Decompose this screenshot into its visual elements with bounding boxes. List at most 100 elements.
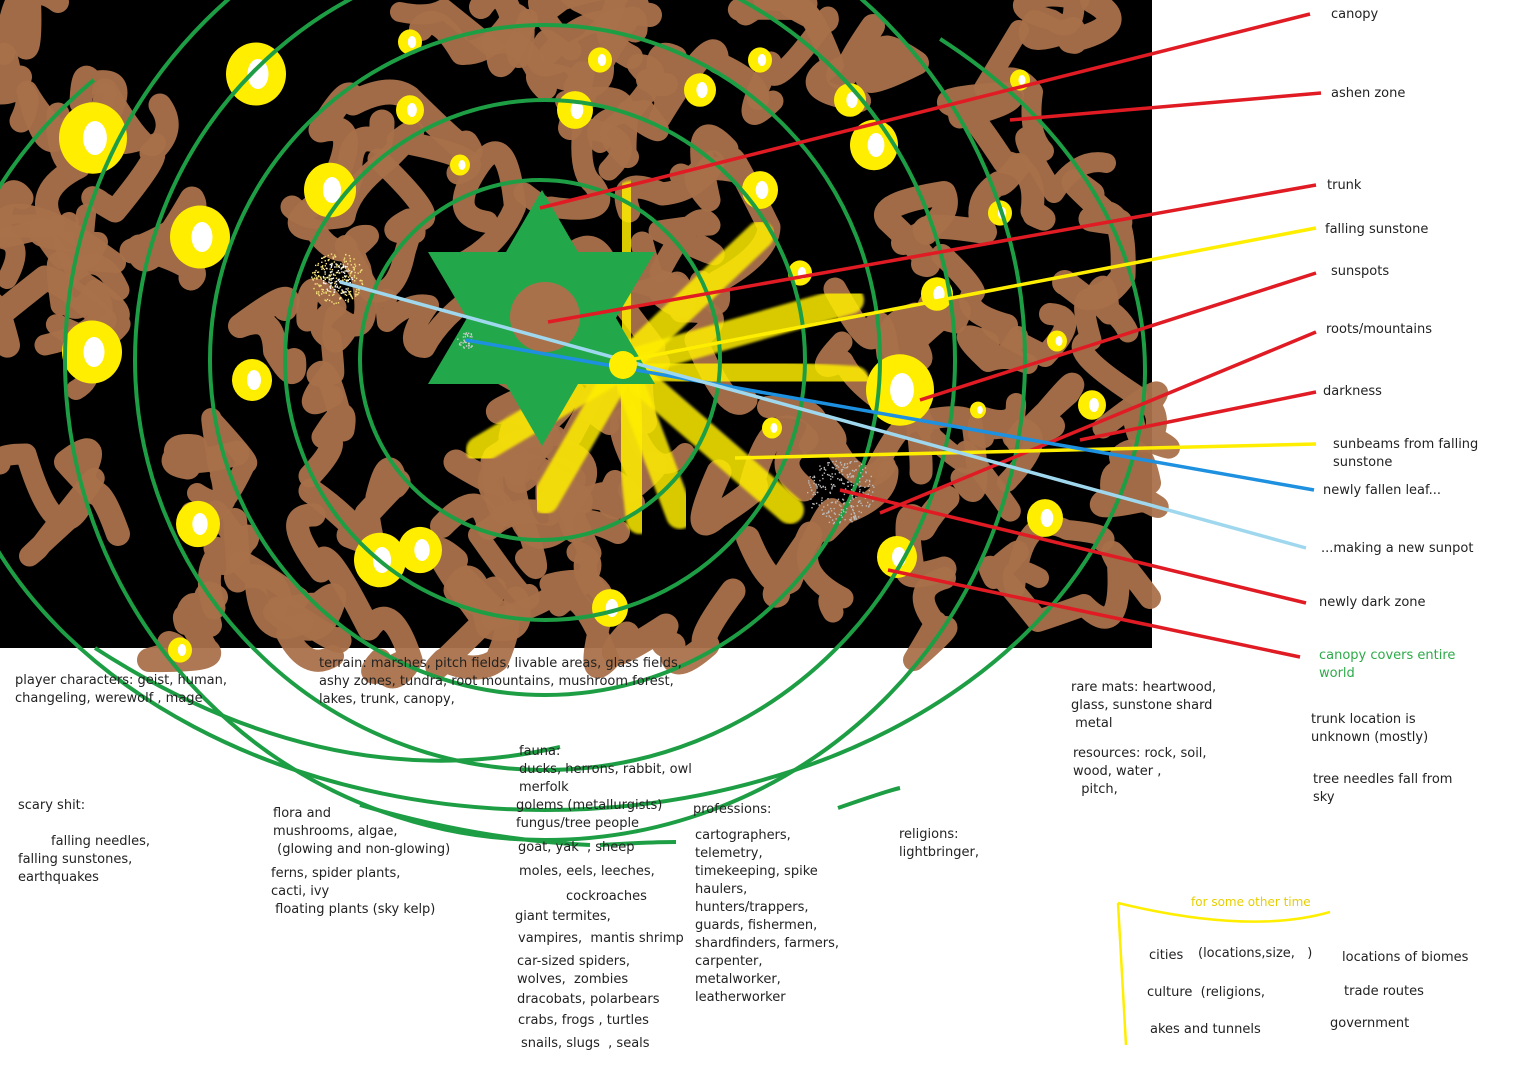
label-newly-dark-zone: newly dark zone xyxy=(1319,595,1426,610)
dark-zone-speck xyxy=(814,493,816,496)
ashen-speck xyxy=(324,277,326,279)
dark-zone-speck xyxy=(855,469,857,471)
dark-zone-speck xyxy=(832,522,835,525)
dark-zone-speck xyxy=(829,491,831,494)
note-fauna-7: vampires, mantis shrimp xyxy=(518,931,684,946)
dark-zone-speck xyxy=(853,513,856,515)
dark-zone-speck xyxy=(834,501,837,503)
leaf-speck xyxy=(462,342,464,344)
dark-zone-speck xyxy=(830,507,832,510)
leaf-speck xyxy=(463,340,466,342)
dark-zone-speck xyxy=(854,460,856,463)
sunspot-core xyxy=(83,337,105,367)
bracket-left xyxy=(1116,902,1128,1046)
ashen-speck xyxy=(333,291,336,293)
leaf-speck xyxy=(463,339,465,341)
dark-zone-speck xyxy=(839,522,841,524)
other-time-locations-biomes: locations of biomes xyxy=(1342,950,1469,965)
sunspot-core xyxy=(933,286,945,302)
dark-zone-speck xyxy=(841,470,843,473)
leaf-speck xyxy=(470,333,472,335)
dark-zone-speck xyxy=(840,514,842,516)
dark-zone-speck xyxy=(833,507,835,510)
note-fauna-6: giant termites, xyxy=(515,909,611,924)
sunspot-core xyxy=(191,222,213,252)
sunspot-core xyxy=(755,181,769,199)
sunspot-core xyxy=(846,92,858,108)
dark-zone-speck xyxy=(840,469,843,471)
ashen-speck xyxy=(320,266,322,268)
ashen-speck xyxy=(323,256,325,259)
dark-zone-speck xyxy=(826,473,829,476)
sunspot-core xyxy=(867,133,885,157)
dark-zone-speck xyxy=(860,502,862,504)
dark-zone-speck xyxy=(854,514,856,517)
dark-zone-speck xyxy=(850,513,852,515)
sunspot-core xyxy=(407,36,417,48)
ashen-speck xyxy=(328,275,330,277)
dark-zone-speck xyxy=(843,502,845,504)
dark-zone-speck xyxy=(841,468,844,471)
ashen-speck xyxy=(333,303,335,305)
dark-zone-speck xyxy=(827,498,829,500)
root-stroke xyxy=(161,434,250,480)
ashen-speck xyxy=(334,255,337,258)
dark-zone-speck xyxy=(864,486,866,488)
ashen-speck xyxy=(332,294,334,296)
zone-specks xyxy=(311,253,875,525)
dark-zone-speck xyxy=(872,500,874,502)
dark-zone-speck xyxy=(859,485,862,487)
leaf-speck xyxy=(465,341,467,344)
ashen-speck xyxy=(317,264,319,266)
other-time-trade-routes: trade routes xyxy=(1344,984,1424,999)
dark-zone-speck xyxy=(853,518,856,520)
leaf-speck xyxy=(463,347,465,349)
note-resources: resources: rock, soil, wood, water , pit… xyxy=(1073,746,1207,797)
dark-zone-speck xyxy=(813,482,815,485)
dark-zone-speck xyxy=(831,466,834,469)
ashen-speck xyxy=(343,259,345,261)
ashen-speck xyxy=(329,287,332,289)
ashen-speck xyxy=(315,269,317,272)
ashen-speck xyxy=(329,268,331,270)
ashen-speck xyxy=(353,258,355,260)
dark-zone-speck xyxy=(846,467,848,469)
pointer-line xyxy=(919,271,1317,402)
ashen-speck xyxy=(348,291,351,294)
dark-zone-speck xyxy=(842,466,845,468)
canopy-ring xyxy=(208,23,882,697)
ashen-speck xyxy=(354,265,357,267)
ashen-speck xyxy=(330,282,332,285)
pointer-line xyxy=(539,12,1311,210)
ashen-speck xyxy=(347,268,350,270)
ashen-speck xyxy=(349,278,351,280)
ashen-speck xyxy=(322,277,325,279)
dark-zone-speck xyxy=(821,509,823,511)
note-fauna-8: car-sized spiders, wolves, zombies xyxy=(517,954,631,987)
dark-zone-speck xyxy=(834,485,836,487)
ashen-speck xyxy=(339,281,341,283)
leaf-speck xyxy=(468,332,470,334)
ashen-speck xyxy=(341,271,343,273)
ashen-speck xyxy=(358,264,361,266)
sunspot-core xyxy=(890,373,914,407)
dark-zone-speck xyxy=(828,462,830,464)
canopy-arc xyxy=(599,840,677,847)
ashen-speck xyxy=(317,262,320,265)
ashen-speck xyxy=(342,266,345,268)
sunspot-core xyxy=(247,59,269,89)
dark-zone-speck xyxy=(859,500,861,502)
dark-zone-speck xyxy=(809,476,811,478)
ashen-speck xyxy=(334,282,336,285)
ashen-speck xyxy=(345,275,348,277)
leaf-speck xyxy=(468,345,470,347)
root-stroke xyxy=(974,20,1116,203)
pointer-line xyxy=(628,226,1317,362)
ashen-speck xyxy=(331,269,334,271)
dark-zone-speck xyxy=(828,510,830,512)
note-professions-list: cartographers, telemetry, timekeeping, s… xyxy=(695,828,839,1005)
dark-zone-speck xyxy=(841,516,843,518)
ashen-speck xyxy=(330,285,332,287)
dark-zone-speck xyxy=(869,480,871,483)
ashen-speck xyxy=(317,275,319,278)
